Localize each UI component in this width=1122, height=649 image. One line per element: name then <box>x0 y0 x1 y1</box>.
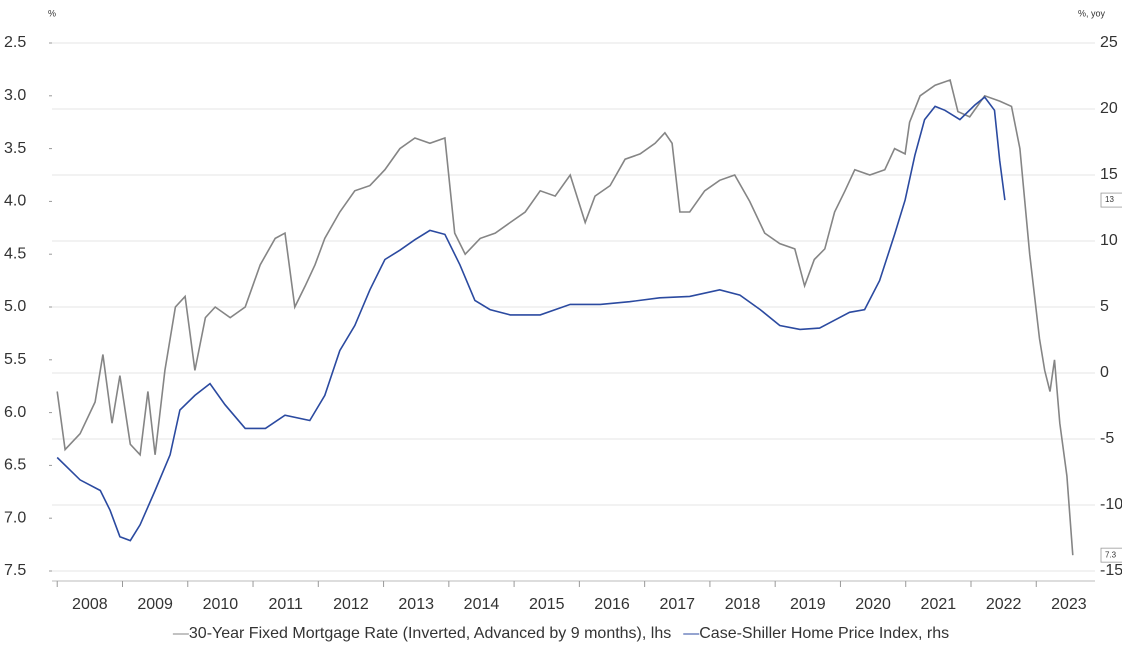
y-tick-label: 2.5 <box>4 34 26 51</box>
legend-label: Case-Shiller Home Price Index, rhs <box>699 625 949 642</box>
y2-axis-label: %, yoy <box>1078 8 1106 18</box>
y-tick-label: 4.5 <box>4 245 26 262</box>
series-line <box>56 95 1006 542</box>
x-tick-label: 2021 <box>921 596 957 613</box>
y2-tick-label: -15 <box>1100 562 1122 579</box>
x-tick-label: 2013 <box>398 596 434 613</box>
y-tick-label: 5.5 <box>4 351 26 368</box>
x-tick-label: 2022 <box>986 596 1022 613</box>
y2-tick-label: 15 <box>1100 166 1118 183</box>
y2-tick-label: 0 <box>1100 364 1109 381</box>
y2-tick-label: -10 <box>1100 496 1122 513</box>
y-tick-label: 5.0 <box>4 298 26 315</box>
x-tick-label: 2017 <box>659 596 695 613</box>
x-tick-label: 2009 <box>137 596 173 613</box>
x-tick-label: 2008 <box>72 596 108 613</box>
y2-tick-label: 25 <box>1100 34 1118 51</box>
x-tick-label: 2018 <box>725 596 761 613</box>
y-tick-label: 6.0 <box>4 404 26 421</box>
y-axis-label: % <box>48 8 56 18</box>
x-tick-label: 2019 <box>790 596 826 613</box>
x-tick-label: 2010 <box>203 596 239 613</box>
x-tick-label: 2015 <box>529 596 565 613</box>
y-tick-label: 7.5 <box>4 562 26 579</box>
y2-tick-label: 20 <box>1100 100 1118 117</box>
end-label-box <box>1100 547 1122 563</box>
y-tick-label: 3.5 <box>4 140 26 157</box>
x-tick-label: 2012 <box>333 596 369 613</box>
y-tick-label: 7.0 <box>4 509 26 526</box>
series-line <box>56 78 1074 556</box>
y2-tick-label: 5 <box>1100 298 1109 315</box>
x-tick-label: 2014 <box>464 596 500 613</box>
x-tick-label: 2023 <box>1051 596 1087 613</box>
end-label: 7.3 <box>1105 550 1117 559</box>
end-label: 13 <box>1105 195 1114 204</box>
end-label-box <box>1100 192 1122 208</box>
legend: —30-Year Fixed Mortgage Rate (Inverted, … <box>173 625 949 642</box>
x-tick-label: 2016 <box>594 596 630 613</box>
x-tick-label: 2011 <box>268 596 303 613</box>
x-tick-label: 2020 <box>855 596 891 613</box>
y-tick-label: 4.0 <box>4 193 26 210</box>
y2-tick-label: 10 <box>1100 232 1118 249</box>
legend-marker: — <box>173 625 189 642</box>
y-tick-label: 3.0 <box>4 87 26 104</box>
y-tick-label: 6.5 <box>4 457 26 474</box>
y2-tick-label: -5 <box>1100 430 1114 447</box>
legend-label: 30-Year Fixed Mortgage Rate (Inverted, A… <box>189 625 671 642</box>
legend-marker: — <box>683 625 699 642</box>
